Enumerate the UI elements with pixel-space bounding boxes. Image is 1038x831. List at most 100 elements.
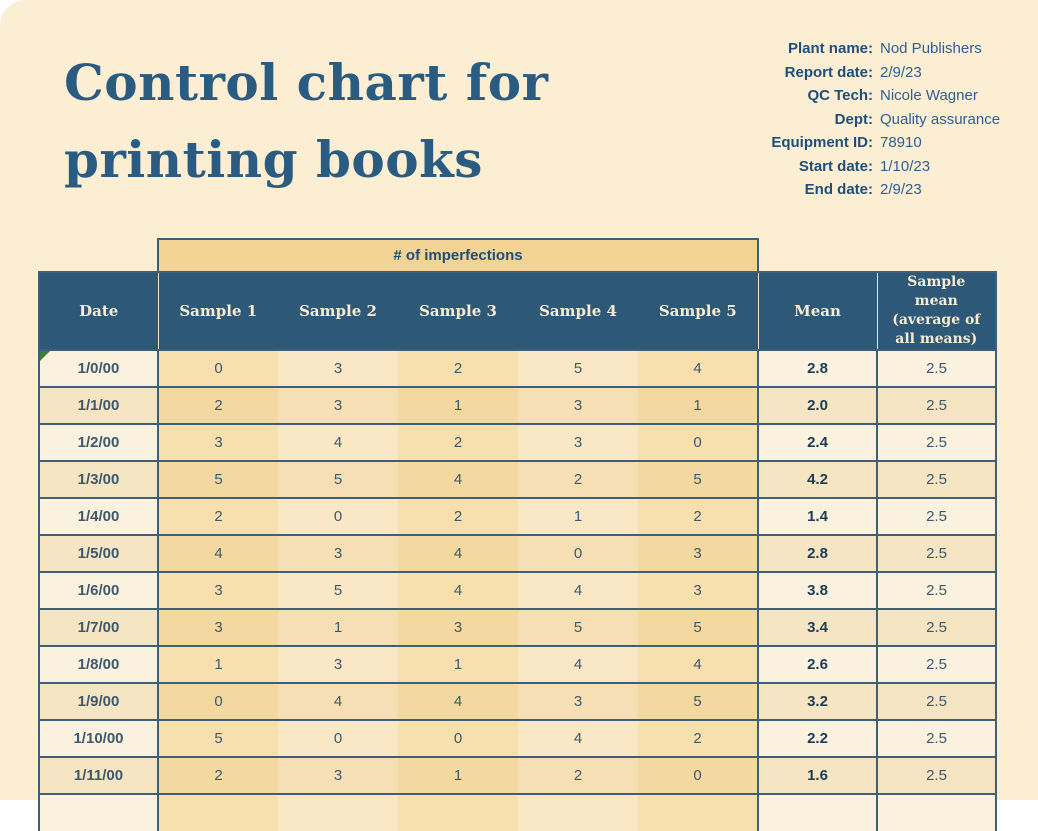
sample-1-cell[interactable]: 1 [158, 646, 278, 683]
sample-2-cell[interactable]: 3 [278, 387, 398, 424]
sample-1-cell[interactable]: 0 [158, 683, 278, 720]
plant-name-value[interactable]: Nod Publishers [880, 41, 1012, 58]
date-cell[interactable]: 1/1/00 [39, 387, 158, 424]
sample-1-cell[interactable]: 4 [158, 535, 278, 572]
mean-cell[interactable]: 2.2 [758, 720, 877, 757]
sample-3-cell[interactable]: 3 [398, 609, 518, 646]
sample-3-cell[interactable]: 4 [398, 461, 518, 498]
sample-2-cell[interactable]: 5 [278, 572, 398, 609]
report-date-value[interactable]: 2/9/23 [880, 65, 1012, 82]
sample-mean-cell[interactable]: 2.5 [877, 572, 996, 609]
date-cell[interactable]: 1/6/00 [39, 572, 158, 609]
end-date-value[interactable]: 2/9/23 [880, 182, 1012, 199]
sample-2-cell[interactable]: 0 [278, 498, 398, 535]
sample-4-cell[interactable]: 3 [518, 424, 638, 461]
sample-mean-cell[interactable]: 2.5 [877, 720, 996, 757]
sample-mean-cell[interactable]: 2.5 [877, 646, 996, 683]
sample-1-cell[interactable]: 2 [158, 757, 278, 794]
sample-mean-cell[interactable]: 2.5 [877, 498, 996, 535]
sample-4-cell[interactable]: 3 [518, 683, 638, 720]
sample-5-cell[interactable]: 5 [638, 683, 758, 720]
sample-3-cell[interactable]: 4 [398, 535, 518, 572]
date-cell-with-error-flag[interactable]: 1/0/00 [39, 350, 158, 387]
sample-mean-cell[interactable]: 2.5 [877, 387, 996, 424]
sample-1-cell[interactable]: 5 [158, 720, 278, 757]
sample-mean-cell[interactable]: 2.5 [877, 424, 996, 461]
sample-2-cell[interactable]: 3 [278, 350, 398, 387]
mean-cell[interactable]: 2.4 [758, 424, 877, 461]
date-cell[interactable]: 1/3/00 [39, 461, 158, 498]
sample-1-cell[interactable]: 5 [158, 461, 278, 498]
date-cell[interactable]: 1/4/00 [39, 498, 158, 535]
sample-2-cell[interactable]: 5 [278, 461, 398, 498]
sample-4-cell[interactable]: 4 [518, 646, 638, 683]
sample-5-cell[interactable]: 2 [638, 498, 758, 535]
qc-tech-value[interactable]: Nicole Wagner [880, 88, 1012, 105]
sample-mean-cell[interactable]: 2.5 [877, 757, 996, 794]
sample-3-cell[interactable]: 2 [398, 498, 518, 535]
sample-3-cell[interactable]: 1 [398, 757, 518, 794]
sample-1-cell[interactable]: 0 [158, 350, 278, 387]
equipment-id-value[interactable]: 78910 [880, 135, 1012, 152]
mean-cell[interactable]: 2.0 [758, 387, 877, 424]
mean-cell[interactable]: 2.8 [758, 350, 877, 387]
sample-2-cell[interactable]: 3 [278, 646, 398, 683]
sample-2-cell[interactable]: 1 [278, 609, 398, 646]
sample-4-cell[interactable]: 4 [518, 720, 638, 757]
mean-cell[interactable]: 1.4 [758, 498, 877, 535]
date-cell[interactable]: 1/10/00 [39, 720, 158, 757]
sample-2-cell[interactable]: 4 [278, 424, 398, 461]
mean-cell[interactable]: 3.8 [758, 572, 877, 609]
sample-5-cell[interactable]: 5 [638, 609, 758, 646]
sample-mean-cell[interactable]: 2.5 [877, 461, 996, 498]
dept-value[interactable]: Quality assurance [880, 112, 1012, 129]
sample-4-cell[interactable]: 5 [518, 350, 638, 387]
date-cell[interactable]: 1/8/00 [39, 646, 158, 683]
date-cell[interactable]: 1/5/00 [39, 535, 158, 572]
sample-2-cell[interactable]: 3 [278, 535, 398, 572]
sample-mean-cell[interactable]: 2.5 [877, 683, 996, 720]
sample-4-cell[interactable]: 1 [518, 498, 638, 535]
sample-2-cell[interactable]: 4 [278, 683, 398, 720]
sample-2-cell[interactable]: 0 [278, 720, 398, 757]
sample-1-cell[interactable]: 2 [158, 387, 278, 424]
sample-3-cell[interactable]: 2 [398, 424, 518, 461]
start-date-value[interactable]: 1/10/23 [880, 159, 1012, 176]
date-cell[interactable]: 1/2/00 [39, 424, 158, 461]
sample-3-cell[interactable]: 4 [398, 683, 518, 720]
sample-3-cell[interactable]: 1 [398, 646, 518, 683]
sample-3-cell[interactable]: 4 [398, 572, 518, 609]
sample-1-cell[interactable]: 3 [158, 572, 278, 609]
sample-5-cell[interactable]: 1 [638, 387, 758, 424]
sample-2-cell[interactable]: 3 [278, 757, 398, 794]
mean-cell[interactable]: 3.4 [758, 609, 877, 646]
sample-1-cell[interactable]: 2 [158, 498, 278, 535]
sample-4-cell[interactable]: 2 [518, 461, 638, 498]
date-cell[interactable]: 1/11/00 [39, 757, 158, 794]
sample-3-cell[interactable]: 1 [398, 387, 518, 424]
sample-1-cell[interactable]: 3 [158, 424, 278, 461]
sample-mean-cell[interactable]: 2.5 [877, 350, 996, 387]
sample-5-cell[interactable]: 0 [638, 424, 758, 461]
sample-mean-cell[interactable]: 2.5 [877, 535, 996, 572]
sample-3-cell[interactable]: 0 [398, 720, 518, 757]
sample-1-cell[interactable]: 3 [158, 609, 278, 646]
sample-5-cell[interactable]: 2 [638, 720, 758, 757]
mean-cell[interactable]: 4.2 [758, 461, 877, 498]
sample-5-cell[interactable]: 5 [638, 461, 758, 498]
sample-4-cell[interactable]: 2 [518, 757, 638, 794]
sample-4-cell[interactable]: 3 [518, 387, 638, 424]
sample-mean-cell[interactable]: 2.5 [877, 609, 996, 646]
date-cell[interactable]: 1/7/00 [39, 609, 158, 646]
mean-cell[interactable]: 1.6 [758, 757, 877, 794]
mean-cell[interactable]: 2.6 [758, 646, 877, 683]
sample-4-cell[interactable]: 5 [518, 609, 638, 646]
date-cell[interactable]: 1/9/00 [39, 683, 158, 720]
sample-5-cell[interactable]: 0 [638, 757, 758, 794]
sample-4-cell[interactable]: 4 [518, 572, 638, 609]
mean-cell[interactable]: 3.2 [758, 683, 877, 720]
sample-5-cell[interactable]: 3 [638, 535, 758, 572]
sample-5-cell[interactable]: 4 [638, 350, 758, 387]
sample-5-cell[interactable]: 3 [638, 572, 758, 609]
mean-cell[interactable]: 2.8 [758, 535, 877, 572]
